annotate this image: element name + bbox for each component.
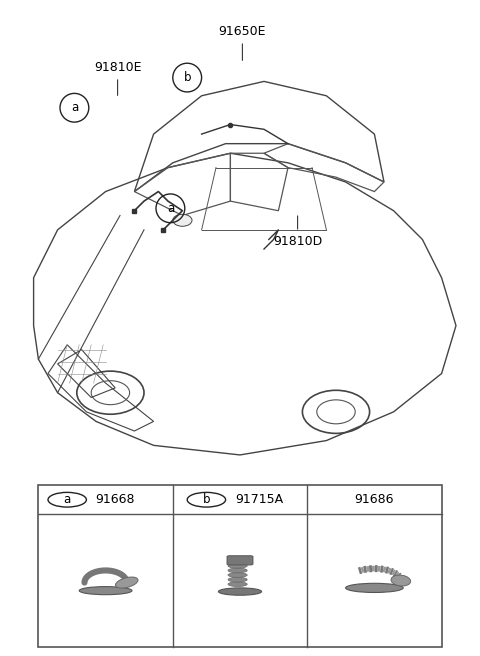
Ellipse shape bbox=[228, 568, 247, 573]
Ellipse shape bbox=[218, 588, 262, 595]
Ellipse shape bbox=[228, 577, 247, 582]
Text: a: a bbox=[63, 493, 71, 506]
Text: 91810E: 91810E bbox=[94, 61, 141, 95]
Text: a: a bbox=[71, 101, 78, 114]
Ellipse shape bbox=[391, 575, 410, 586]
Text: 91668: 91668 bbox=[96, 493, 135, 506]
Ellipse shape bbox=[228, 573, 247, 577]
Ellipse shape bbox=[116, 577, 138, 588]
Text: b: b bbox=[203, 493, 210, 506]
Ellipse shape bbox=[228, 564, 247, 568]
Ellipse shape bbox=[79, 586, 132, 595]
Ellipse shape bbox=[346, 583, 403, 592]
Text: 91810D: 91810D bbox=[273, 216, 322, 248]
Ellipse shape bbox=[228, 582, 247, 586]
Text: b: b bbox=[183, 71, 191, 84]
FancyBboxPatch shape bbox=[227, 556, 253, 565]
Text: a: a bbox=[167, 202, 174, 215]
Ellipse shape bbox=[173, 215, 192, 226]
Text: 91650E: 91650E bbox=[219, 26, 266, 60]
Text: 91686: 91686 bbox=[355, 493, 394, 506]
Text: 91715A: 91715A bbox=[235, 493, 283, 506]
